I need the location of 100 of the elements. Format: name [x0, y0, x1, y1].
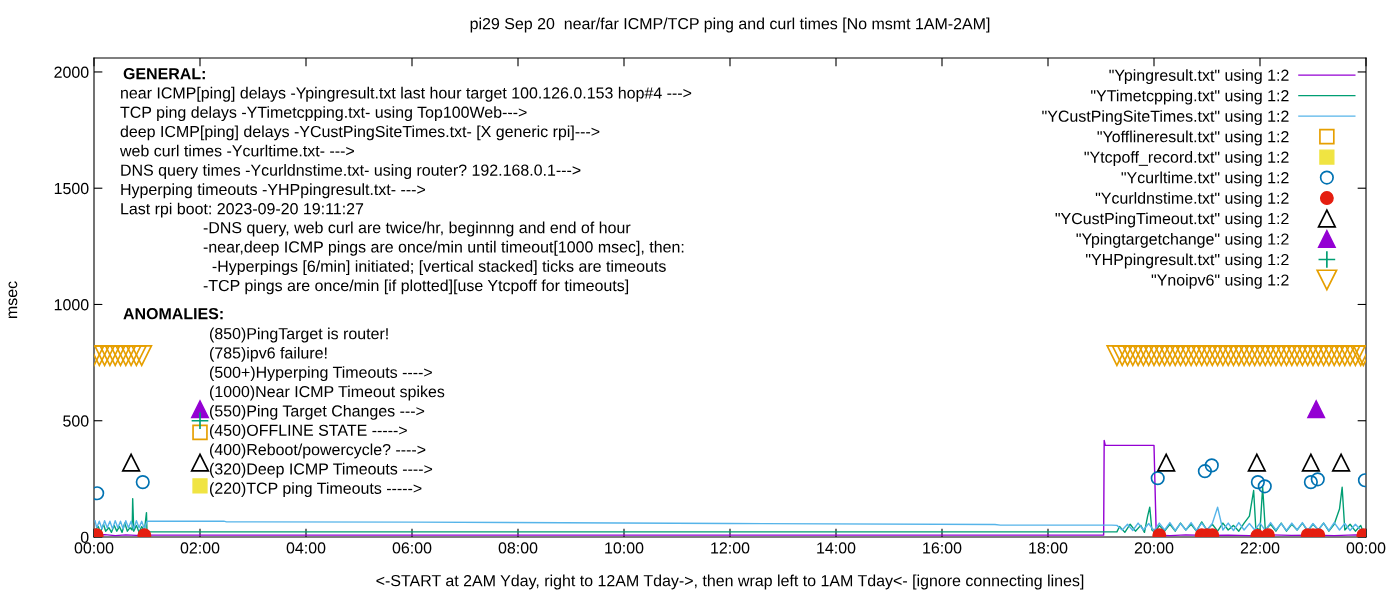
point [121, 453, 141, 472]
point [1307, 345, 1329, 367]
legend-label: "YCustPingTimeout.txt" using 1:2 [1055, 212, 1289, 228]
legend-label: "Ycurldnstime.txt" using 1:2 [1095, 192, 1289, 207]
point [1301, 453, 1321, 472]
point [1159, 345, 1181, 367]
annotation: (550)Ping Target Changes ---> [209, 404, 425, 420]
point [1307, 400, 1326, 419]
legend-label: "Ypingresult.txt" using 1:2 [1109, 69, 1289, 85]
y-tick-label: 0 [80, 531, 89, 543]
point [1281, 345, 1303, 367]
point [1122, 345, 1144, 367]
point [1201, 345, 1223, 367]
point [1270, 345, 1292, 367]
legend-label: "YCustPingSiteTimes.txt" using 1:2 [1042, 110, 1289, 126]
point [1233, 345, 1255, 367]
point [1323, 345, 1345, 367]
annotation: TCP ping delays -YTimetcpping.txt- using Top100Web---> [120, 106, 527, 122]
point [1339, 345, 1361, 367]
legend-label: "Ycurltime.txt" using 1:2 [1121, 171, 1289, 187]
x-tick-label: 08:00 [498, 542, 538, 554]
point [1150, 471, 1165, 486]
y-tick-label: 2000 [54, 66, 89, 78]
annotation: (450)OFFLINE STATE -----> [209, 424, 407, 440]
x-tick-label: 02:00 [180, 542, 220, 554]
point [109, 345, 132, 367]
point [1257, 479, 1272, 494]
point [1222, 345, 1245, 367]
point [1154, 345, 1176, 367]
annotation: (785)ipv6 failure! [209, 346, 327, 362]
point [1148, 345, 1170, 367]
point [1250, 475, 1265, 490]
annotation: ANOMALIES: [123, 307, 223, 320]
annotation: (320)Deep ICMP Timeouts ----> [209, 462, 433, 478]
point [1313, 345, 1335, 367]
point [1297, 345, 1319, 367]
point [1291, 345, 1313, 367]
legend-label: "YTimetcpping.txt" using 1:2 [1091, 89, 1289, 105]
point [1265, 345, 1287, 367]
point [1303, 475, 1318, 490]
point [94, 345, 116, 367]
point [1249, 345, 1271, 367]
annotation: (1000)Near ICMP Timeout spikes [209, 385, 445, 401]
point [1111, 345, 1133, 367]
point [99, 345, 121, 367]
annotation: (500+)Hyperping Timeouts ----> [209, 366, 432, 382]
point [1212, 345, 1234, 367]
annotation: Last rpi boot: 2023-09-20 19:11:27 [121, 202, 364, 218]
point [1260, 345, 1282, 367]
legend-label: "Ynoipv6" using 1:2 [1151, 273, 1289, 289]
point [1302, 345, 1324, 367]
point [1157, 453, 1176, 472]
point [1180, 345, 1202, 367]
point [1175, 345, 1197, 367]
x-tick-label: 18:00 [1029, 542, 1068, 554]
x-tick-label: 10:00 [605, 542, 644, 554]
point [115, 345, 137, 367]
point [1286, 345, 1308, 367]
x-tick-label: 16:00 [923, 542, 962, 554]
annotation: -TCP pings are once/min [if plotted][use Ytcpoff for timeouts] [203, 279, 629, 295]
point [1344, 345, 1366, 367]
x-tick-label: 04:00 [286, 542, 326, 554]
x-axis-title: <-START at 2AM Yday, right to 12AM Tday->, then wrap left to 1AM Tday<- [ignore connecting lines] [376, 574, 1084, 590]
x-tick-label: 00:00 [1346, 542, 1386, 554]
point [1217, 345, 1239, 367]
y-axis-title: msec [8, 281, 18, 319]
point [1204, 458, 1219, 473]
point [1106, 345, 1128, 367]
point [1164, 345, 1186, 367]
point [1331, 453, 1351, 472]
annotation: web curl times -Ycurltime.txt- ---> [119, 144, 354, 157]
point [1310, 472, 1325, 487]
point [1138, 345, 1160, 367]
annotation: near ICMP[ping] delays -Ypingresult.txt last hour target 100.126.0.153 hop#4 ---> [121, 86, 692, 102]
point [1116, 345, 1139, 367]
point [125, 345, 147, 367]
point [1228, 345, 1250, 367]
legend-label: "Yofflineresult.txt" using 1:2 [1097, 130, 1289, 146]
x-tick-label: 00:00 [74, 542, 114, 554]
annotation: (220)TCP ping Timeouts -----> [209, 482, 422, 498]
point [1254, 345, 1276, 367]
point [1127, 345, 1149, 367]
point [1132, 345, 1154, 367]
legend-label: "Ypingtargetchange" using 1:2 [1076, 233, 1289, 248]
x-tick-label: 14:00 [817, 542, 856, 554]
chart-title: pi29 Sep 20 near/far ICMP/TCP ping and curl times [No msmt 1AM-2AM] [470, 17, 990, 33]
x-tick-label: 22:00 [1240, 542, 1280, 554]
point [1238, 345, 1260, 367]
point [1207, 345, 1229, 367]
point [1185, 345, 1207, 367]
point [1318, 345, 1340, 367]
point [1197, 464, 1212, 479]
x-tick-label: 12:00 [711, 542, 750, 554]
point [1169, 345, 1192, 367]
point [104, 345, 126, 367]
point [1143, 345, 1165, 367]
y-tick-label: 1000 [54, 299, 89, 311]
annotation: DNS query times -Ycurldnstime.txt- using router? 192.168.0.1---> [121, 164, 581, 179]
point [192, 478, 208, 494]
legend-label: "Ytcpoff_record.txt" using 1:2 [1084, 151, 1289, 166]
